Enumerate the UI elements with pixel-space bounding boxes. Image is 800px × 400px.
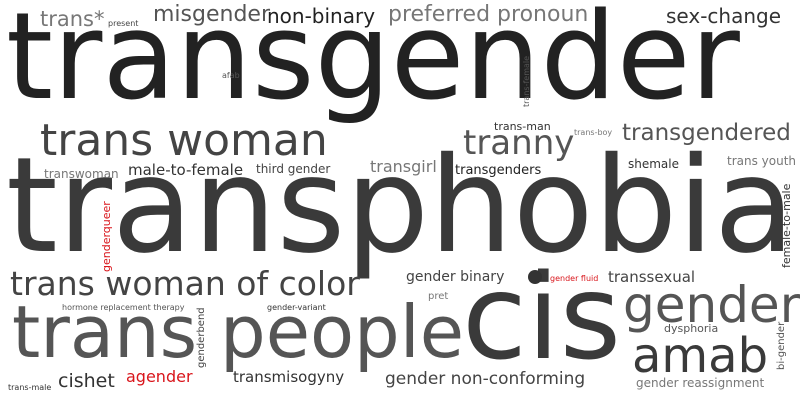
- word-dysphoria: dysphoria: [664, 322, 719, 335]
- word-transgirl: transgirl: [370, 157, 437, 176]
- word-trans-people: trans people: [12, 290, 465, 374]
- word-genderqueer: genderqueer: [100, 201, 113, 272]
- word-preferred-pronoun: preferred pronoun: [388, 2, 589, 27]
- word-transwoman: transwoman: [44, 167, 119, 181]
- word-trans-woman-of-color: trans woman of color: [10, 264, 360, 303]
- word-gender-reassignment: gender reassignment: [636, 376, 765, 390]
- word-trans-boy: trans-boy: [574, 128, 613, 137]
- word-present: present: [108, 19, 139, 28]
- word-transmisogyny: transmisogyny: [233, 368, 345, 386]
- word-gender-binary: gender binary: [406, 269, 505, 285]
- word-trans-male: trans-male: [8, 383, 52, 392]
- word-sex-change: sex-change: [666, 4, 782, 28]
- word-genderbend: genderbend: [196, 307, 207, 368]
- word-shemale: shemale: [628, 157, 679, 171]
- word-hormone-replacement-therapy: hormone replacement therapy: [62, 303, 185, 312]
- word-transgenders: transgenders: [455, 163, 542, 178]
- word-cishet: cishet: [58, 370, 115, 392]
- word-pret: pret: [428, 291, 449, 302]
- word-agender: agender: [126, 367, 193, 386]
- word-misgender: misgender: [153, 2, 270, 27]
- word-trans-woman: trans woman: [40, 115, 328, 166]
- word-third-gender: third gender: [256, 162, 331, 176]
- word-afab: afab: [222, 71, 240, 80]
- word-gender-fluid: gender fluid: [550, 274, 599, 283]
- word-male-to-female: male-to-female: [128, 161, 244, 179]
- word-trans-star: trans*: [40, 7, 105, 31]
- word-tranny: tranny: [463, 123, 575, 163]
- word-amab: amab: [632, 328, 769, 384]
- word-non-binary: non-binary: [267, 4, 376, 28]
- word-gender-non-conforming: gender non-conforming: [385, 369, 586, 389]
- word-trans-youth: trans youth: [727, 154, 797, 168]
- dot-mark: [528, 270, 542, 284]
- word-transgender: transgender: [6, 0, 740, 127]
- word-gender-variant: gender-variant: [267, 303, 326, 312]
- word-trans-female: trans-female: [522, 55, 531, 107]
- word-female-to-male: female-to-male: [780, 183, 793, 268]
- word-transgendered: transgendered: [622, 120, 791, 146]
- word-transphobia: transphobia: [6, 129, 795, 283]
- word-bi-gender: bi-gender: [776, 321, 787, 370]
- word-transsexual: transsexual: [608, 268, 696, 286]
- word-trans-man: trans-man: [494, 120, 551, 133]
- word-gender: gender: [623, 276, 800, 334]
